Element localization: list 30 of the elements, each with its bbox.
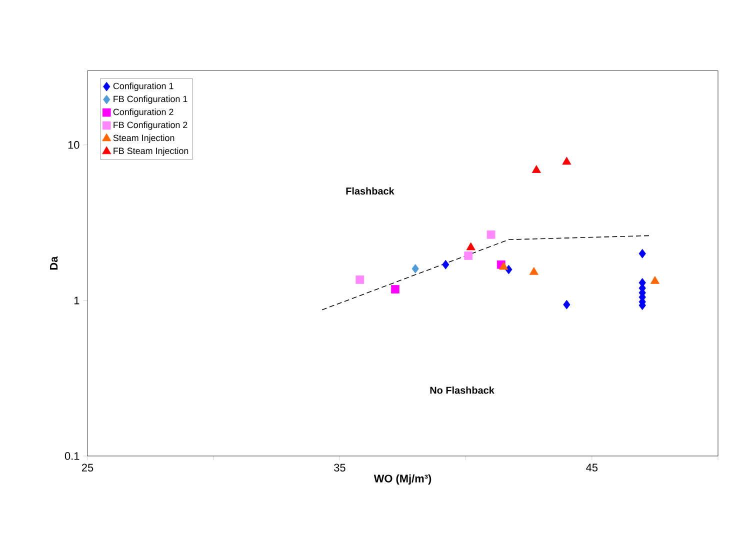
- y-tick-label: 0.1: [64, 452, 80, 460]
- point: [532, 165, 541, 173]
- x-tick-label: 45: [586, 464, 598, 472]
- point: [464, 252, 473, 260]
- point: [650, 276, 660, 284]
- point: [356, 276, 364, 284]
- legend-label: FB Configuration 2: [114, 122, 188, 130]
- point: [412, 264, 419, 274]
- x-tick-label: 35: [334, 464, 346, 472]
- point: [499, 262, 508, 270]
- legend-label: Configuration 2: [113, 108, 174, 117]
- point: [442, 260, 450, 270]
- y-tick-label: 10: [68, 141, 80, 149]
- x-axis-title: WO (Mj/m³): [374, 474, 432, 485]
- annotation: No Flashback: [430, 386, 494, 394]
- point: [391, 285, 400, 294]
- annotation: Flashback: [346, 187, 394, 195]
- point: [486, 230, 496, 239]
- point: [638, 248, 646, 258]
- legend-label: FB Configuration 1: [114, 96, 188, 104]
- legend-label: FB Steam Injection: [114, 147, 188, 156]
- x-tick-label: 25: [82, 464, 94, 472]
- point: [466, 242, 476, 250]
- legend-label: Configuration 1: [113, 82, 174, 91]
- y-axis-title: Da: [50, 256, 58, 270]
- y-tick-label: 1: [74, 296, 80, 304]
- point: [529, 266, 538, 275]
- point: [563, 300, 570, 310]
- legend-label: Steam Injection: [113, 134, 174, 143]
- point: [562, 156, 572, 165]
